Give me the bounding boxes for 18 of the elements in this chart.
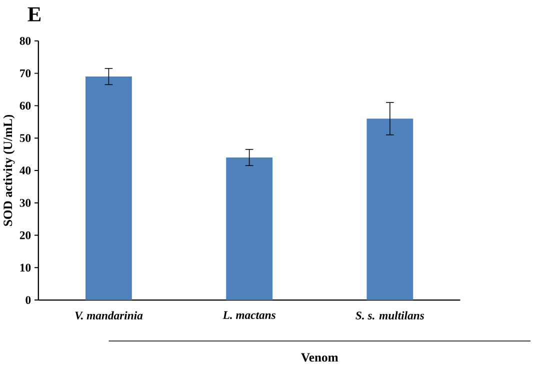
y-tick-label: 40	[20, 166, 31, 174]
y-tick-label: 30	[20, 198, 31, 207]
y-tick-label: 70	[20, 69, 31, 78]
y-tick-label: 60	[20, 102, 31, 110]
y-tick-label: 10	[20, 264, 31, 272]
x-tick-label: S. s. multilans	[356, 311, 424, 320]
x-tick-label: V. mandarinia	[75, 311, 143, 320]
bar	[366, 118, 414, 300]
y-axis-title: SOD activity (U/mL)	[3, 114, 15, 226]
y-tick-label: 80	[20, 37, 31, 45]
x-axis-title: Venom	[301, 353, 338, 362]
y-tick-label: 20	[20, 231, 31, 240]
bar	[86, 76, 132, 300]
text: E	[28, 7, 41, 22]
bar	[226, 158, 273, 300]
y-tick-label: 50	[20, 134, 31, 142]
y-tick-label: 0	[26, 296, 31, 304]
x-tick-label: L. mactans	[222, 311, 276, 320]
